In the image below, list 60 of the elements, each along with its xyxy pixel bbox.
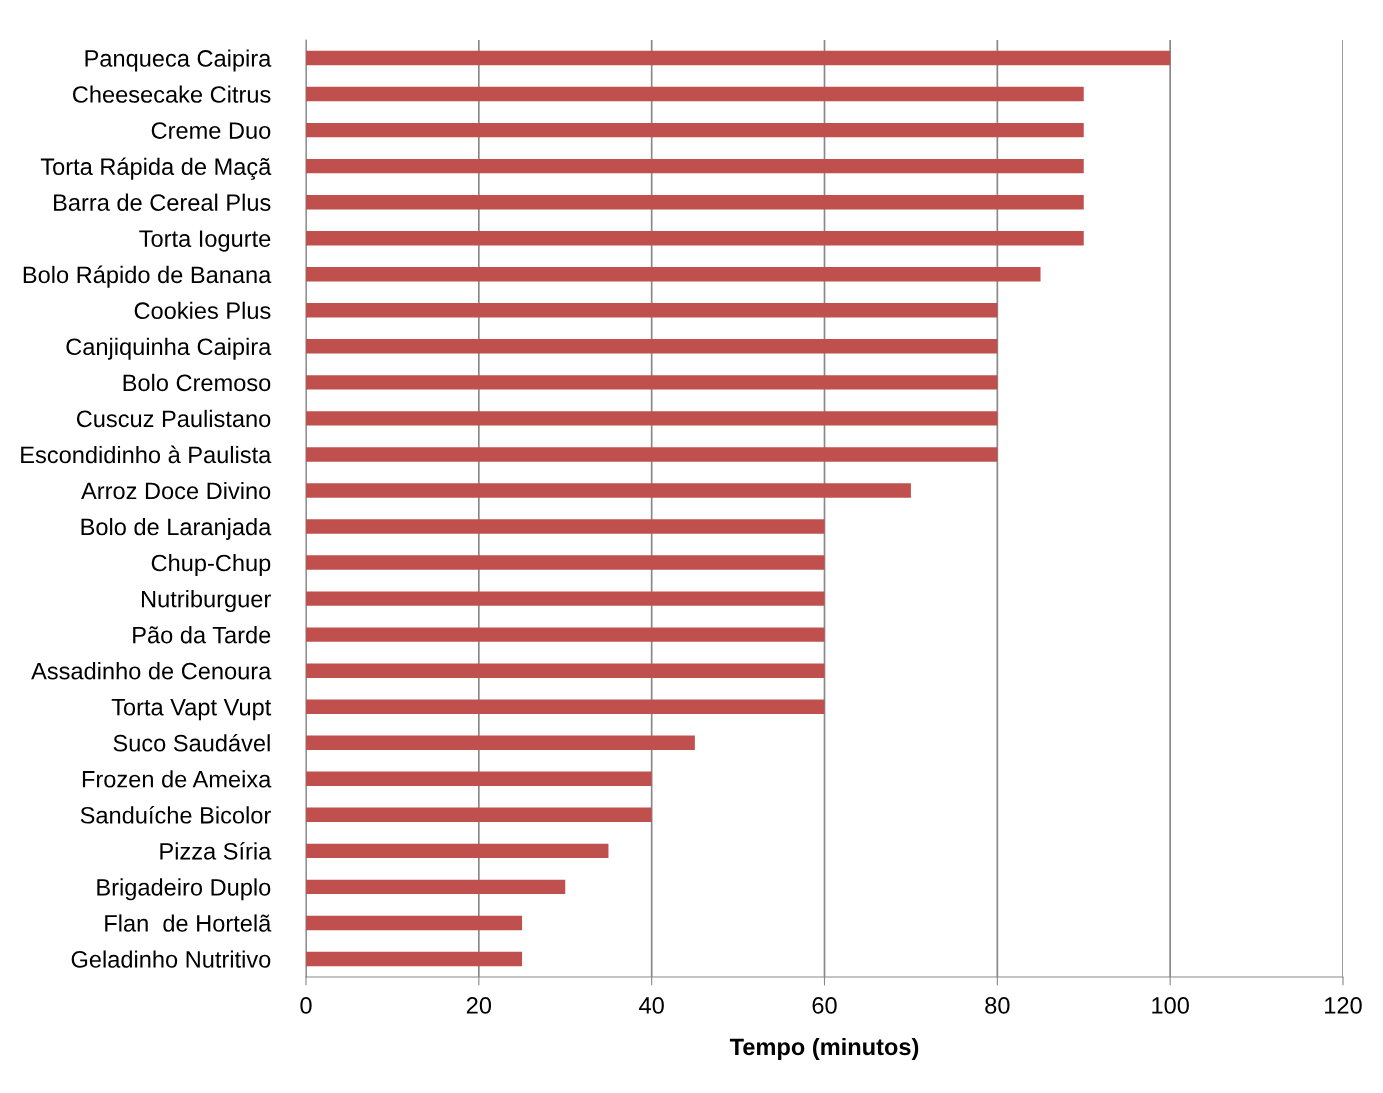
bar (306, 339, 998, 354)
bar (306, 915, 523, 931)
bar (306, 411, 998, 426)
x-tick-label: 0 (300, 997, 312, 1014)
bar (306, 375, 998, 390)
bar (306, 194, 1084, 210)
bar (306, 699, 825, 714)
bar (306, 519, 825, 534)
y-tick-label: Flan de Hortelã (105, 914, 272, 932)
x-tick-label: 40 (639, 997, 664, 1014)
bar (306, 843, 609, 859)
bar (306, 735, 695, 750)
y-tick-label: Suco Saudável (113, 733, 270, 752)
bar (306, 267, 1041, 282)
x-tick-label: 20 (466, 997, 492, 1014)
x-tick-label: 120 (1325, 997, 1362, 1014)
y-tick-label: Cuscuz Paulistano (76, 409, 271, 428)
y-tick-label: Bolo Cremoso (123, 373, 271, 392)
bar (306, 771, 652, 786)
bar (306, 122, 1084, 138)
y-tick-label: Cheesecake Citrus (73, 85, 271, 103)
y-tick-label: Arroz Doce Divino (81, 481, 271, 500)
y-tick-label: Torta Iogurte (139, 230, 271, 252)
y-tick-label: Frozen de Ameixa (82, 770, 272, 788)
y-tick-label: Geladinho Nutritivo (71, 950, 271, 968)
bar (306, 627, 825, 642)
y-tick-label: Canjiquinha Caipira (66, 337, 272, 360)
y-tick-label: Pão da Tarde (133, 626, 271, 644)
y-tick-label: Cookies Plus (134, 301, 271, 320)
bar (306, 555, 825, 570)
bar (306, 447, 998, 462)
y-tick-label: Torta Vapt Vupt (111, 699, 272, 721)
y-tick-label: Chup-Chup (151, 554, 271, 577)
bar (306, 158, 1084, 174)
bar (306, 663, 825, 678)
y-tick-label: Bolo Rápido de Banana (23, 265, 272, 288)
y-tick-label: Nutriburguer (141, 590, 271, 613)
y-tick-label: Pizza Síria (160, 842, 272, 860)
x-axis-title: Tempo (minutos) (729, 1037, 919, 1060)
y-tick-label: Assadinho de Cenoura (31, 662, 272, 680)
y-tick-label: Brigadeiro Duplo (97, 878, 271, 901)
x-tick-label: 100 (1152, 997, 1189, 1014)
bar (306, 879, 566, 895)
bar (306, 86, 1084, 102)
x-tick-label: 80 (985, 997, 1010, 1014)
x-tick-label: 60 (812, 997, 837, 1014)
y-tick-label: Escondidinho à Paulista (21, 445, 272, 464)
bar (306, 303, 998, 318)
y-tick-label: Torta Rápida de Maçã (40, 157, 272, 180)
y-tick-label: Panqueca Caipira (85, 49, 272, 72)
bar (306, 231, 1084, 246)
y-tick-label: Creme Duo (151, 122, 271, 139)
bar (306, 50, 1171, 66)
bar (306, 483, 911, 498)
bar (306, 951, 523, 967)
bar (306, 591, 825, 606)
bar (306, 807, 652, 823)
y-tick-label: Barra de Cereal Plus (54, 193, 271, 211)
y-tick-label: Bolo de Laranjada (81, 517, 272, 540)
y-tick-label: Sanduíche Bicolor (80, 805, 271, 824)
